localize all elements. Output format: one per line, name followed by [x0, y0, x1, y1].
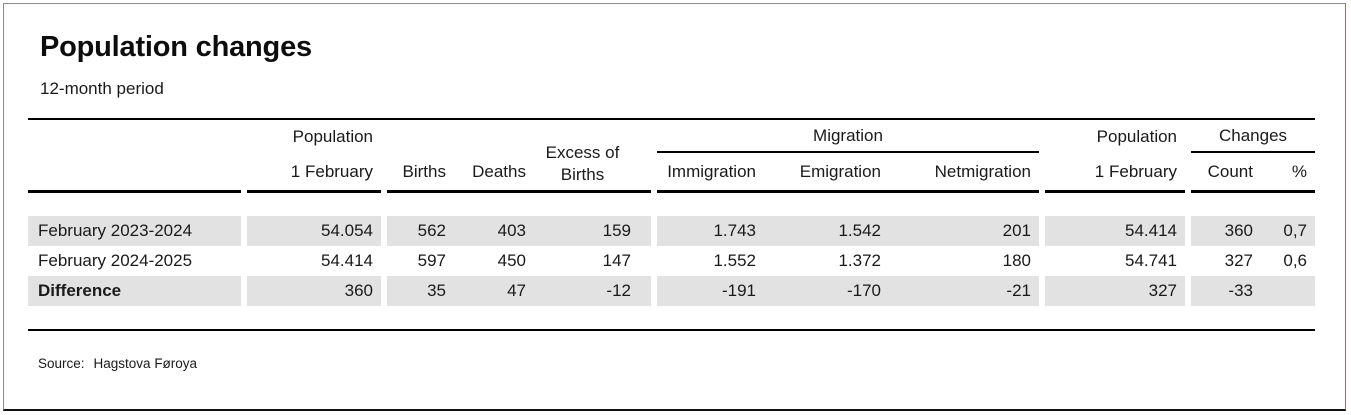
table-row: February 2024-2025 54.414 597 450 147 1.… [28, 246, 1315, 276]
header-deaths: Deaths [472, 162, 526, 181]
window-frame [3, 3, 1346, 411]
cell-immigration: 1.743 [713, 221, 756, 240]
cell-emigration: -170 [846, 281, 881, 300]
header-count: Count [1207, 162, 1253, 181]
header-population-start: Population 1 February [247, 120, 381, 193]
cell-percent [1261, 276, 1315, 306]
row-label: February 2023-2024 [28, 216, 241, 246]
cell-count: 327 [1224, 251, 1253, 270]
cell-births: 562 [417, 221, 446, 240]
header-excess-line1: Excess of [545, 143, 620, 162]
header-changes-group: Changes Count % [1191, 120, 1315, 193]
header-changes-group-label: Changes [1191, 120, 1315, 153]
header-migration-group: Migration Immigration Emigration Netmigr… [657, 120, 1039, 193]
table-header: Population 1 February Births Deaths Exce… [28, 118, 1315, 193]
cell-excess-of-births: -12 [606, 281, 631, 300]
cell-group-vitals: 35 47 -12 [387, 276, 651, 306]
cell-population-end: 54.741 [1125, 251, 1177, 270]
cell-count: -33 [1228, 281, 1253, 300]
header-changes-columns: Count % [1191, 153, 1315, 190]
header-migration-columns: Immigration Emigration Netmigration [657, 153, 1039, 190]
row-label: February 2024-2025 [38, 251, 193, 270]
header-percent: % [1291, 162, 1307, 181]
table-bottom-rule [28, 329, 1315, 331]
header-immigration: Immigration [667, 162, 756, 181]
cell-group-changes: -33 [1191, 276, 1315, 306]
cell-netmigration: -21 [1006, 281, 1031, 300]
cell-excess-of-births: 147 [602, 251, 631, 270]
cell-group-changes: 327 0,6 [1191, 246, 1315, 276]
cell-population-start: 54.054 [247, 216, 381, 246]
table-row-difference: Difference 360 35 47 -12 -191 -170 -21 3… [28, 276, 1315, 306]
population-changes-table: Population 1 February Births Deaths Exce… [28, 118, 1315, 331]
cell-births: 597 [417, 251, 446, 270]
cell-group-migration: 1.743 1.542 201 [657, 216, 1039, 246]
cell-population-start: 360 [247, 276, 381, 306]
header-population-start-line1: Population [292, 127, 373, 146]
cell-immigration: -191 [721, 281, 756, 300]
cell-netmigration: 180 [1002, 251, 1031, 270]
header-population-end-line2: 1 February [1094, 162, 1177, 181]
cell-population-end: 327 [1045, 276, 1185, 306]
row-label: Difference [28, 276, 241, 306]
cell-emigration: 1.542 [838, 221, 881, 240]
cell-netmigration: 201 [1002, 221, 1031, 240]
cell-deaths: 47 [507, 281, 526, 300]
page-subtitle: 12-month period [40, 79, 164, 98]
cell-group-changes: 360 0,7 [1191, 216, 1315, 246]
cell-count: 360 [1224, 221, 1253, 240]
cell-excess-of-births: 159 [602, 221, 631, 240]
cell-population-end: 54.414 [1045, 216, 1185, 246]
page-title: Population changes [40, 31, 312, 63]
cell-births: 35 [427, 281, 446, 300]
cell-deaths: 403 [497, 221, 526, 240]
header-births: Births [402, 162, 446, 181]
header-excess-of-births: Excess of Births [534, 120, 651, 190]
source-value: Hagstova Føroya [93, 356, 198, 371]
cell-immigration: 1.552 [713, 251, 756, 270]
cell-group-vitals: 562 403 159 [387, 216, 651, 246]
header-label-column [28, 120, 241, 193]
source-line: Source: Hagstova Føroya [38, 356, 197, 371]
cell-group-migration: -191 -170 -21 [657, 276, 1039, 306]
header-population-start-line2: 1 February [290, 162, 373, 181]
cell-group-vitals: 597 450 147 [387, 246, 651, 276]
header-population-end: Population 1 February [1045, 120, 1185, 193]
header-emigration: Emigration [799, 162, 881, 181]
cell-group-migration: 1.552 1.372 180 [657, 246, 1039, 276]
cell-population-start: 54.414 [321, 251, 373, 270]
table-row: February 2023-2024 54.054 562 403 159 1.… [28, 216, 1315, 246]
header-migration-group-label: Migration [657, 120, 1039, 153]
source-label: Source: [38, 356, 85, 371]
cell-percent: 0,7 [1283, 221, 1307, 240]
cell-percent: 0,6 [1283, 251, 1307, 270]
header-births-deaths-excess: Births Deaths Excess of Births [387, 120, 651, 193]
header-excess-line2: Births [560, 165, 605, 184]
table-body: February 2023-2024 54.054 562 403 159 1.… [28, 216, 1315, 306]
cell-emigration: 1.372 [838, 251, 881, 270]
header-netmigration: Netmigration [934, 162, 1031, 181]
header-population-end-line1: Population [1096, 127, 1177, 146]
cell-deaths: 450 [497, 251, 526, 270]
